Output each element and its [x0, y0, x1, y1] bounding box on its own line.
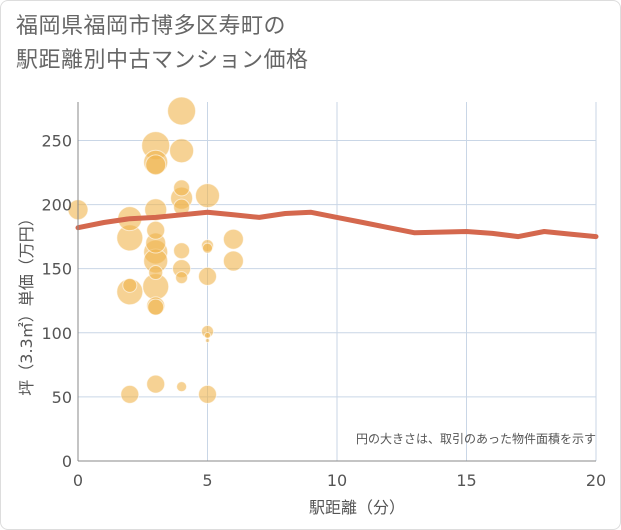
data-bubble [222, 228, 244, 250]
data-bubble [195, 183, 220, 209]
y-tick-label: 100 [41, 324, 72, 343]
chart-note: 円の大きさは、取引のあった物件面積を示す [356, 431, 596, 446]
data-bubble [167, 96, 197, 126]
y-axis-label: 坪（3.3㎡）単価（万円） [17, 210, 36, 395]
x-tick-label: 15 [456, 471, 476, 490]
data-bubble [169, 138, 195, 164]
data-bubble [122, 277, 138, 293]
y-tick-label: 200 [41, 196, 72, 215]
bubble-layer [67, 96, 244, 404]
data-bubble [175, 271, 189, 285]
x-axis-label: 駅距離（分） [309, 498, 405, 517]
y-tick-label: 0 [62, 452, 72, 471]
x-tick-label: 5 [202, 471, 212, 490]
data-bubble [204, 331, 211, 339]
axis-layer: 0 50 100 150 200 250 0 5 10 15 20 [41, 102, 606, 490]
average-price-line [75, 209, 599, 240]
x-tick-label: 10 [327, 471, 347, 490]
x-tick-label: 0 [73, 471, 83, 490]
data-bubble [146, 374, 166, 394]
data-bubble [146, 220, 166, 240]
y-tick-label: 150 [41, 260, 72, 279]
data-bubble [145, 154, 167, 176]
data-bubble [176, 381, 188, 393]
y-tick-label: 50 [52, 388, 72, 407]
data-bubble [205, 337, 210, 343]
data-bubble [198, 266, 217, 286]
data-bubble [202, 242, 213, 254]
data-bubble [173, 242, 191, 260]
data-bubble [148, 265, 164, 281]
data-bubble [120, 384, 140, 404]
chart-title: 福岡県福岡市博多区寿町の 駅距離別中古マンション価格 [16, 10, 309, 78]
chart-title-line1: 福岡県福岡市博多区寿町の [16, 14, 287, 39]
data-bubble [173, 179, 191, 197]
chart-title-line2: 駅距離別中古マンション価格 [16, 48, 309, 73]
data-bubble [198, 384, 217, 404]
line-layer [75, 209, 599, 240]
y-tick-label: 250 [41, 131, 72, 150]
x-tick-label: 20 [586, 471, 606, 490]
data-bubble [147, 298, 165, 316]
data-bubble [222, 250, 244, 272]
